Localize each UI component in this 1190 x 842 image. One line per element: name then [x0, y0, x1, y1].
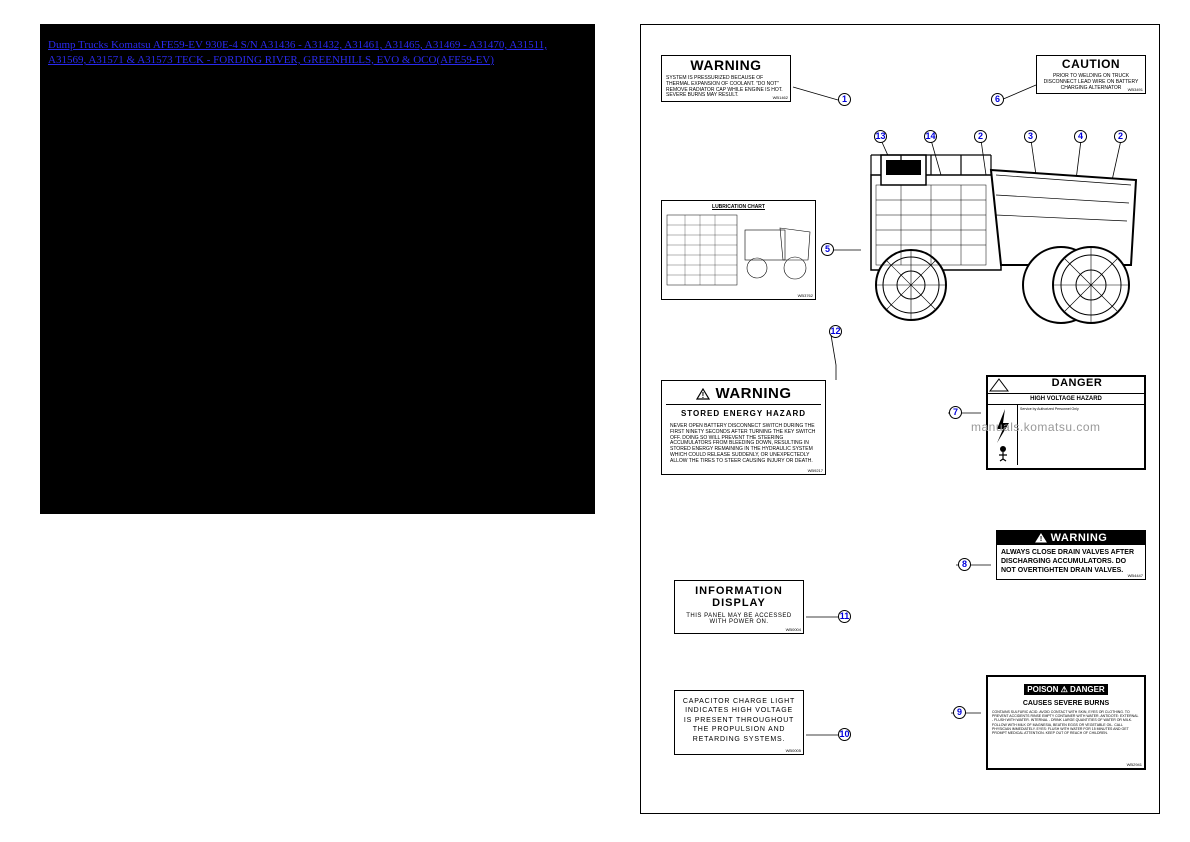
plate-title: WARNING [1051, 532, 1108, 544]
watermark: manuals.komatsu.com [971, 420, 1101, 434]
warning-plate-8: ! WARNING ALWAYS CLOSE DRAIN VALVES AFTE… [996, 530, 1146, 580]
poison-danger-plate: POISON ⚠ DANGER CAUSES SEVERE BURNS CONT… [986, 675, 1146, 770]
callout-1: 1 [838, 93, 851, 106]
plate-title: CAUTION [1037, 56, 1145, 72]
warning-triangle-icon [988, 377, 1010, 393]
plate-title: WARNING [716, 385, 792, 402]
plate-ref: WB3762 [798, 293, 813, 298]
warning-plate-12: ! WARNING STORED ENERGY HAZARD NEVER OPE… [661, 380, 826, 475]
plate-body: Service by Authorized Personnel Only [1018, 405, 1144, 465]
svg-text:!: ! [1039, 536, 1041, 543]
callout-10: 10 [838, 728, 851, 741]
plate-body: ALWAYS CLOSE DRAIN VALVES AFTER DISCHARG… [997, 545, 1145, 579]
plate-ref: WB0005 [786, 748, 801, 753]
plate-body: SYSTEM IS PRESSURIZED BECAUSE OF THERMAL… [662, 74, 790, 101]
plate-body: CONTAINS SULFURIC ACID. AVOID CONTACT WI… [988, 708, 1144, 737]
plate-ref: WB1462 [773, 95, 788, 100]
capacitor-plate: CAPACITOR CHARGE LIGHT INDICATES HIGH VO… [674, 690, 804, 755]
plate-ref: WB3491 [1128, 87, 1143, 92]
plate-body: NEVER OPEN BATTERY DISCONNECT SWITCH DUR… [666, 422, 821, 466]
manual-page: WARNING SYSTEM IS PRESSURIZED BECAUSE OF… [640, 24, 1160, 814]
plate-subtitle: HIGH VOLTAGE HAZARD [988, 394, 1144, 405]
plate-title: INFORMATION DISPLAY [679, 585, 799, 609]
callout-7: 7 [949, 406, 962, 419]
svg-text:!: ! [701, 391, 704, 400]
callout-2a: 2 [974, 130, 987, 143]
high-voltage-icon [989, 405, 1017, 463]
plate-title: DANGER [1010, 377, 1144, 393]
callout-9: 9 [953, 706, 966, 719]
callout-6: 6 [991, 93, 1004, 106]
warning-triangle-icon: ! [1035, 533, 1047, 543]
plate-body: CAPACITOR CHARGE LIGHT INDICATES HIGH VO… [681, 697, 797, 744]
callout-5: 5 [821, 243, 834, 256]
plate-ref: WB0004 [786, 627, 801, 632]
warning-triangle-icon: ! [696, 388, 710, 400]
info-display-plate: INFORMATION DISPLAY THIS PANEL MAY BE AC… [674, 580, 804, 634]
plate-title: POISON ⚠ DANGER [1024, 684, 1107, 695]
callout-8: 8 [958, 558, 971, 571]
plate-subtitle: STORED ENERGY HAZARD [666, 405, 821, 422]
callout-13: 13 [874, 130, 887, 143]
plate-ref: WB4447 [1128, 573, 1143, 578]
caution-plate-6: CAUTION PRIOR TO WELDING ON TRUCK DISCON… [1036, 55, 1146, 94]
plate-ref: WB9217 [808, 468, 823, 473]
left-panel: Dump Trucks Komatsu AFE59-EV 930E-4 S/N … [40, 24, 595, 514]
callout-11: 11 [838, 610, 851, 623]
lubrication-chart-plate: LUBRICATION CHART WB3762 [661, 200, 816, 300]
plate-ref: WB2941 [1127, 762, 1142, 767]
warning-plate-1: WARNING SYSTEM IS PRESSURIZED BECAUSE OF… [661, 55, 791, 102]
callout-12: 12 [829, 325, 842, 338]
callout-2b: 2 [1114, 130, 1127, 143]
callout-4: 4 [1074, 130, 1087, 143]
plate-subtitle: CAUSES SEVERE BURNS [988, 699, 1144, 708]
plate-body: THIS PANEL MAY BE ACCESSED WITH POWER ON… [679, 609, 799, 625]
manual-link[interactable]: Dump Trucks Komatsu AFE59-EV 930E-4 S/N … [48, 38, 587, 68]
plate-title: WARNING [662, 56, 790, 74]
callout-3: 3 [1024, 130, 1037, 143]
truck-illustration [861, 125, 1141, 325]
callout-14: 14 [924, 130, 937, 143]
